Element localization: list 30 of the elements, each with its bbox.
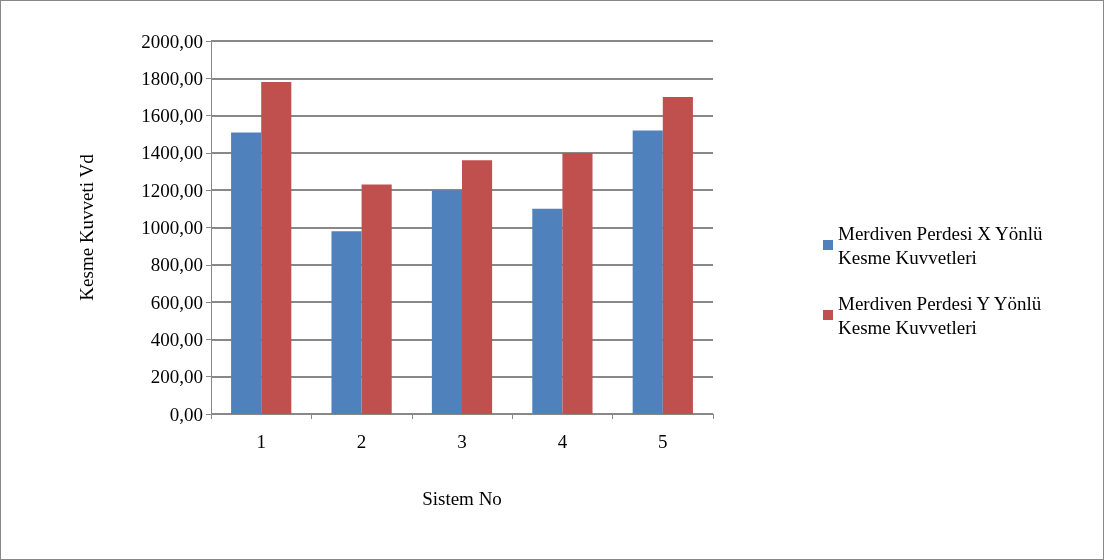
y-tick-label: 600,00	[150, 291, 203, 313]
x-tick-label: 3	[457, 431, 467, 452]
y-axis-title: Kesme Kuvveti Vd	[76, 153, 97, 301]
x-tick-label: 2	[356, 431, 367, 452]
bar	[261, 82, 292, 414]
y-tick-label: 2000,00	[141, 30, 203, 52]
x-tick-label: 1	[256, 431, 266, 452]
y-tick-label: 400,00	[150, 328, 203, 350]
y-tick-label: 1800,00	[141, 67, 203, 89]
y-tick-label: 1600,00	[141, 105, 203, 127]
x-tick-label: 5	[658, 431, 668, 452]
x-axis-title: Sistem No	[422, 488, 502, 509]
bar	[231, 132, 262, 414]
bar	[431, 190, 462, 414]
bar	[632, 130, 663, 414]
bar	[562, 152, 593, 414]
y-tick-label: 1400,00	[141, 142, 203, 164]
legend-label: Merdiven Perdesi Y Yönlü Kesme Kuvvetleri	[838, 292, 1046, 338]
legend-label: Merdiven Perdesi X Yönlü Kesme Kuvvetleri	[838, 222, 1048, 268]
bar	[462, 160, 493, 414]
bar	[662, 96, 693, 414]
x-tick-label: 4	[557, 431, 568, 452]
bar	[532, 208, 563, 414]
y-tick-label: 800,00	[150, 254, 203, 276]
y-tick-label: 200,00	[150, 366, 203, 388]
y-tick-label: 1000,00	[141, 217, 203, 238]
y-tick-label: 0,00	[169, 403, 203, 425]
bar	[331, 231, 362, 414]
bar	[361, 184, 392, 414]
y-tick-label: 1200,00	[141, 179, 203, 201]
